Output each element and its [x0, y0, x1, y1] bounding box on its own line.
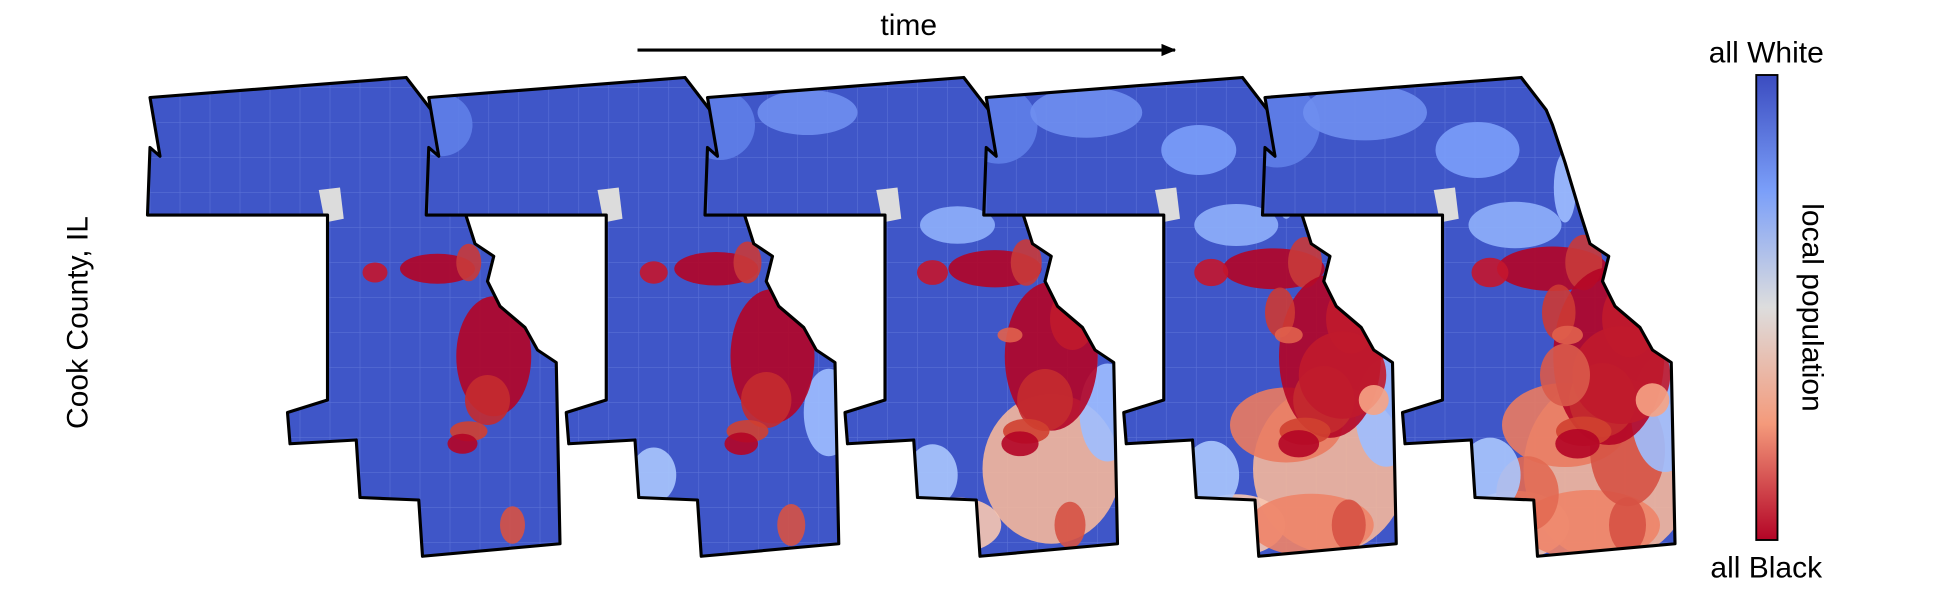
- tract-patch: [1194, 204, 1279, 246]
- tract-patch: [1161, 125, 1237, 175]
- time-label: time: [880, 9, 937, 42]
- tract-patch: [1471, 257, 1509, 288]
- tract-patch: [757, 90, 858, 135]
- tract-patch: [500, 506, 525, 544]
- tract-patch: [1278, 430, 1320, 458]
- tract-patch: [1552, 325, 1583, 345]
- tract-patch: [1265, 287, 1295, 338]
- tract-patch: [465, 375, 510, 425]
- tract-patch: [1459, 437, 1521, 513]
- airport: [1433, 187, 1459, 223]
- tract-patch: [1274, 326, 1303, 344]
- tract-patch: [362, 262, 388, 283]
- tract-patch: [400, 253, 475, 284]
- map-panels: [145, 75, 1677, 558]
- tract-patch: [639, 261, 668, 284]
- tract-patch: [1358, 385, 1389, 415]
- tract-patch: [777, 504, 806, 546]
- tract-patch: [907, 444, 958, 506]
- tract-patch: [733, 241, 762, 284]
- tract-patch: [983, 86, 1038, 164]
- tract-patch: [1194, 258, 1229, 287]
- tract-patch: [1540, 343, 1590, 407]
- tract-patch: [997, 327, 1023, 343]
- tract-patch: [1010, 239, 1042, 286]
- tract-patch: [1001, 431, 1039, 457]
- county-outline: [1260, 75, 1677, 558]
- tract-patch: [1609, 497, 1646, 553]
- tract-patch: [803, 368, 839, 457]
- colorbar-bottom-label: all Black: [1710, 552, 1823, 585]
- tract-patch: [724, 432, 759, 455]
- airport: [318, 187, 344, 223]
- tract-patch: [1468, 201, 1562, 249]
- colorbar: [1755, 74, 1779, 541]
- tract-patch: [1555, 428, 1600, 459]
- tract-patch: [917, 260, 948, 285]
- tract-patch: [705, 90, 755, 160]
- tract-patch: [1331, 499, 1366, 551]
- tract-patch: [1288, 237, 1322, 288]
- tract-patch: [1054, 501, 1086, 549]
- tract-patch: [1030, 87, 1143, 138]
- airport: [597, 187, 623, 223]
- row-label: Cook County, IL: [61, 216, 94, 429]
- colorbar-top-label: all White: [1709, 37, 1824, 70]
- tract-patch: [1017, 369, 1073, 432]
- tract-patch: [913, 497, 1002, 553]
- tract-patch: [741, 372, 792, 428]
- airport: [1155, 187, 1180, 223]
- tract-patch: [1262, 82, 1320, 168]
- tract-patch: [426, 93, 473, 157]
- tract-patch: [1079, 363, 1118, 462]
- tract-patch: [631, 447, 677, 503]
- colorbar-axis-label: local population: [1796, 203, 1829, 412]
- tract-patch: [456, 243, 482, 282]
- tract-patch: [920, 206, 995, 244]
- tract-patch: [447, 433, 478, 454]
- tract-patch: [1435, 122, 1520, 178]
- tract-patch: [1635, 383, 1670, 417]
- figure-body: time Cook County, IL all White all Black…: [61, 9, 1828, 585]
- tract-patch: [1303, 84, 1427, 141]
- airport: [876, 187, 902, 223]
